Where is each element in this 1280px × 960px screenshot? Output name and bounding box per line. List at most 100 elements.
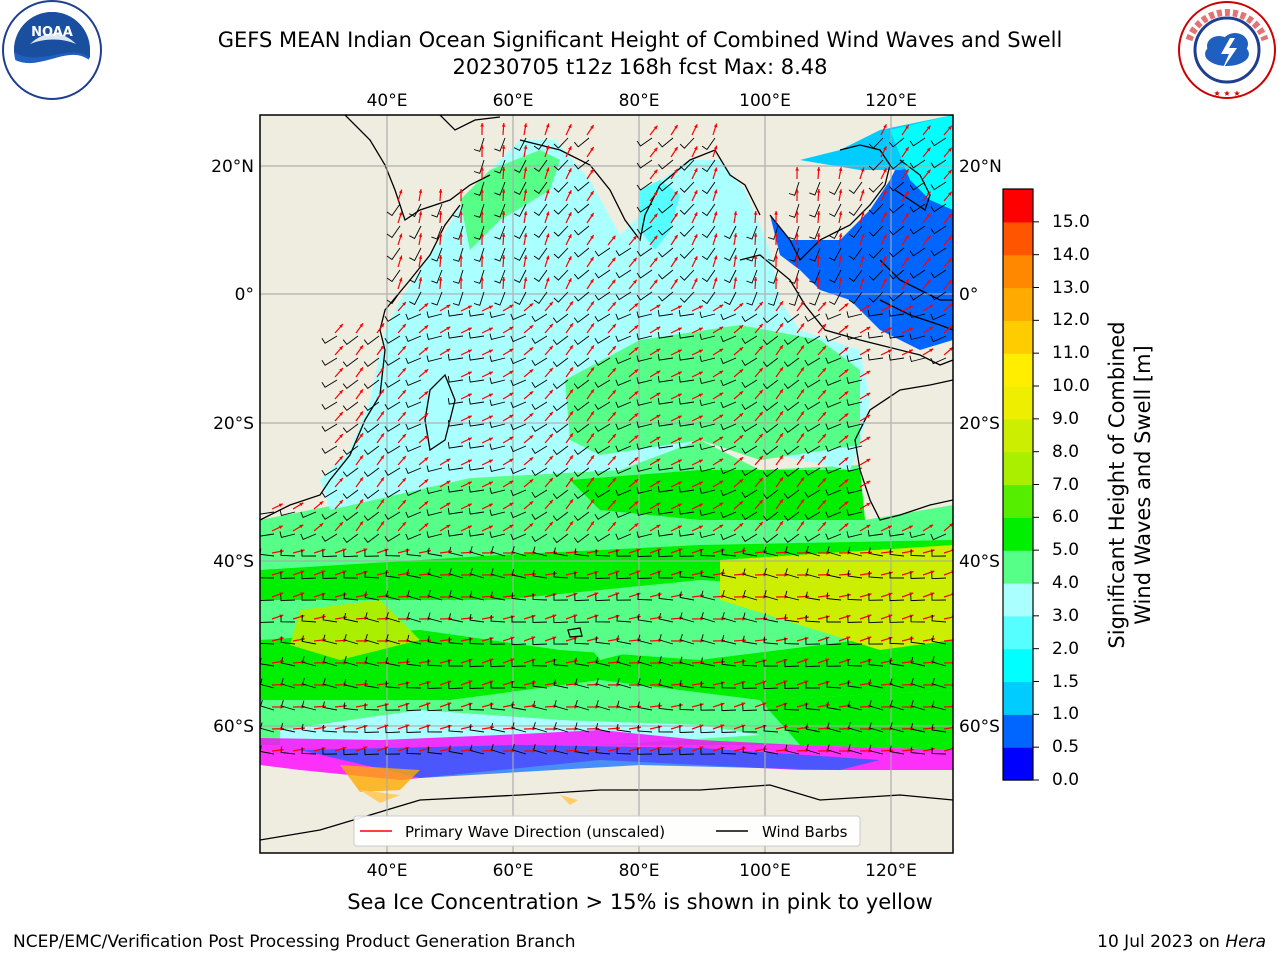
wind-barb xyxy=(742,725,758,733)
wave-direction-arrowhead xyxy=(634,435,639,439)
wind-barb xyxy=(636,355,653,362)
wind-barb xyxy=(679,203,695,215)
wind-barb xyxy=(636,487,653,494)
wind-barb xyxy=(846,487,863,494)
wind-barb xyxy=(636,181,653,191)
wave-direction-arrowhead xyxy=(860,189,865,194)
wave-direction-arrowhead xyxy=(948,125,952,130)
wind-barb xyxy=(260,616,275,623)
wind-barb xyxy=(788,269,800,284)
wind-barb xyxy=(720,467,737,475)
wind-barb xyxy=(468,354,485,361)
wind-barb xyxy=(868,679,884,689)
wind-barb xyxy=(909,531,926,539)
wave-direction-arrowhead xyxy=(694,256,698,261)
wave-direction-arrowhead xyxy=(549,521,553,526)
wind-barb xyxy=(511,681,527,689)
wave-direction-arrowhead xyxy=(359,433,363,438)
wave-direction-and-wind-barbs xyxy=(260,122,953,756)
wind-barb xyxy=(427,635,443,645)
wind-barb xyxy=(847,616,863,623)
wind-barb xyxy=(741,401,758,411)
wave-direction-arrowhead xyxy=(653,279,658,284)
wind-barb xyxy=(279,509,296,516)
wave-direction-arrowhead xyxy=(424,391,429,395)
wave-direction-arrowhead xyxy=(612,434,616,438)
wind-barb xyxy=(280,594,296,602)
colorbar-swatch xyxy=(1003,648,1033,683)
wind-barb xyxy=(679,591,695,601)
wind-barb xyxy=(658,203,674,214)
wind-barb xyxy=(909,137,926,147)
wind-barb xyxy=(724,247,737,262)
wave-direction-arrowhead xyxy=(634,413,639,417)
wind-barb xyxy=(385,549,401,557)
colorbar-swatch xyxy=(1003,484,1033,518)
wave-direction-arrowhead xyxy=(905,191,909,195)
wind-barb xyxy=(699,355,716,363)
wind-barb xyxy=(890,699,905,711)
wind-barb xyxy=(846,509,863,516)
wind-barb xyxy=(868,181,884,193)
map-frame xyxy=(259,114,954,854)
wind-barb xyxy=(678,420,695,427)
wave-direction-arrowhead xyxy=(509,524,514,529)
wind-barb xyxy=(365,633,380,645)
wind-barb xyxy=(930,137,947,147)
wave-direction-arrowhead xyxy=(568,234,572,239)
wind-barb xyxy=(594,423,611,432)
wind-barb xyxy=(804,511,821,520)
wind-barb xyxy=(510,335,527,343)
wind-barb xyxy=(930,291,947,301)
wave-direction-arrowhead xyxy=(569,455,573,460)
wave-direction-arrowhead xyxy=(380,367,384,372)
wind-barb xyxy=(594,445,611,454)
wind-barb xyxy=(657,376,674,383)
wave-direction-arrowhead xyxy=(359,345,363,350)
wave-direction-arrowhead xyxy=(838,167,843,171)
wave-direction-arrowhead xyxy=(633,257,637,262)
wind-barb xyxy=(700,590,716,601)
wind-barb xyxy=(763,704,779,711)
wave-direction-arrowhead xyxy=(446,480,451,485)
wind-barb xyxy=(470,568,485,579)
lat-label-right: 20°N xyxy=(959,157,1002,177)
wind-barb xyxy=(721,681,737,689)
wind-barb xyxy=(553,616,569,624)
wind-barb xyxy=(343,592,359,601)
wind-barb xyxy=(447,486,464,493)
wave-direction-arrowhead xyxy=(762,702,767,706)
wind-barb xyxy=(846,377,863,384)
wind-barb xyxy=(637,724,653,733)
wind-barb xyxy=(431,247,443,262)
wave-direction-arrowhead xyxy=(719,524,724,529)
wind-barb xyxy=(615,489,632,496)
wave-direction-arrowhead xyxy=(844,523,849,527)
wind-barb xyxy=(678,398,695,405)
wind-barb xyxy=(384,467,401,476)
wave-direction-arrowhead xyxy=(816,277,821,281)
wave-direction-arrowhead xyxy=(488,327,493,331)
wave-direction-arrowhead xyxy=(800,477,804,482)
wind-barb xyxy=(342,357,359,368)
lon-label-top: 100°E xyxy=(739,91,791,111)
wave-direction-arrowhead xyxy=(359,367,363,372)
wave-direction-arrowhead xyxy=(698,327,703,331)
wind-barb xyxy=(280,615,296,623)
wind-barb xyxy=(931,635,947,645)
wave-direction-arrowhead xyxy=(545,211,550,216)
wind-barb xyxy=(804,313,821,322)
wave-direction-arrowhead xyxy=(677,371,682,375)
wave-direction-arrowhead xyxy=(488,459,493,463)
wave-direction-arrowhead xyxy=(529,325,534,329)
wind-barb xyxy=(827,743,842,755)
wind-barb xyxy=(452,225,464,240)
wind-barb xyxy=(280,549,296,557)
wave-direction-arrowhead xyxy=(480,123,484,127)
wave-direction-arrowhead xyxy=(816,233,821,237)
wind-barb xyxy=(513,159,527,174)
wave-direction-arrowhead xyxy=(844,413,849,417)
wave-direction-arrowhead xyxy=(545,189,550,194)
wind-barb xyxy=(490,591,506,601)
wave-direction-arrowhead xyxy=(674,235,678,239)
